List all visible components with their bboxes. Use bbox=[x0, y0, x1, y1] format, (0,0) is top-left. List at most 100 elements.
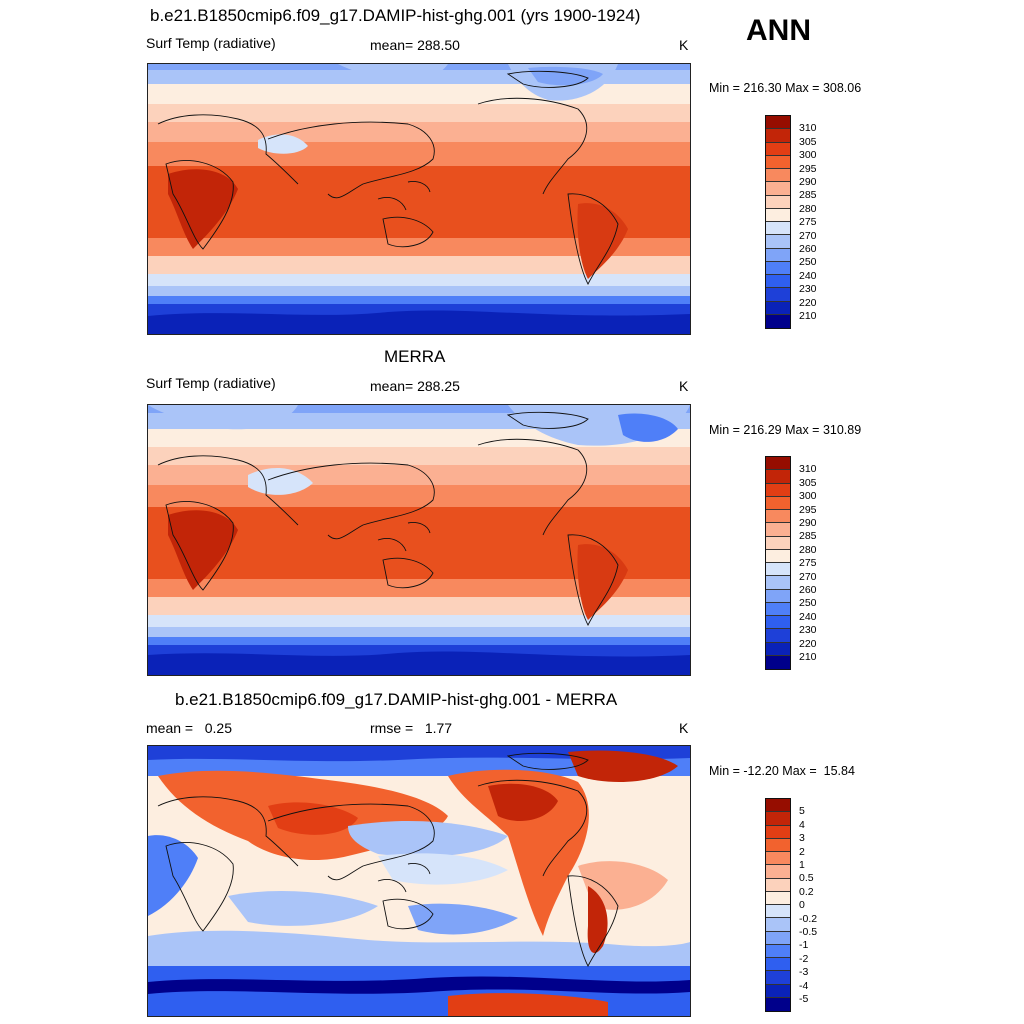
panel-1-title: b.e21.B1850cmip6.f09_g17.DAMIP-hist-ghg.… bbox=[150, 6, 641, 25]
colorbar-swatch bbox=[766, 523, 790, 537]
colorbar-tick-label: 240 bbox=[799, 610, 817, 623]
colorbar-swatch bbox=[766, 116, 790, 130]
panel-1-map-svg bbox=[148, 64, 690, 334]
panel-2-minmax-label: Min = 216.29 Max = 310.89 bbox=[709, 423, 862, 437]
colorbar-swatch bbox=[766, 931, 790, 945]
colorbar-tick-label: 305 bbox=[799, 135, 817, 148]
colorbar-swatch bbox=[766, 536, 790, 550]
colorbar-tick-label: 295 bbox=[799, 162, 817, 175]
colorbar-swatch bbox=[766, 642, 790, 656]
colorbar-tick-label: 300 bbox=[799, 149, 817, 162]
colorbar-swatch bbox=[766, 958, 790, 972]
colorbar-swatch bbox=[766, 222, 790, 236]
colorbar-tick-label: 230 bbox=[799, 283, 817, 296]
colorbar-tick-label: 0.2 bbox=[799, 885, 814, 898]
colorbar-swatch bbox=[766, 155, 790, 169]
colorbar-swatch bbox=[766, 457, 790, 471]
panel-1-colorbar bbox=[765, 115, 791, 329]
colorbar-swatch bbox=[766, 261, 790, 275]
colorbar-swatch bbox=[766, 510, 790, 524]
colorbar-swatch bbox=[766, 314, 790, 328]
colorbar-tick-label: 230 bbox=[799, 624, 817, 637]
colorbar-tick-label: -4 bbox=[799, 979, 809, 992]
colorbar-swatch bbox=[766, 288, 790, 302]
colorbar-swatch bbox=[766, 629, 790, 643]
colorbar-tick-label: 4 bbox=[799, 818, 805, 831]
colorbar-tick-label: -1 bbox=[799, 939, 809, 952]
colorbar-swatch bbox=[766, 208, 790, 222]
colorbar-swatch bbox=[766, 984, 790, 998]
panel-2-map-svg bbox=[148, 405, 690, 675]
colorbar-swatch bbox=[766, 589, 790, 603]
colorbar-tick-label: -2 bbox=[799, 952, 809, 965]
panel-3-units-label: K bbox=[679, 720, 689, 736]
colorbar-swatch bbox=[766, 838, 790, 852]
panel-3-map-svg bbox=[148, 746, 690, 1016]
colorbar-swatch bbox=[766, 878, 790, 892]
panel-3-minmax-label: Min = -12.20 Max = 15.84 bbox=[709, 764, 855, 778]
panel-2-mean-label: mean= 288.25 bbox=[370, 378, 460, 394]
colorbar-tick-label: 240 bbox=[799, 269, 817, 282]
colorbar-swatch bbox=[766, 275, 790, 289]
panel-1-variable-label: Surf Temp (radiative) bbox=[146, 35, 276, 51]
colorbar-swatch bbox=[766, 129, 790, 143]
colorbar-tick-label: 210 bbox=[799, 310, 817, 322]
panel-2-colorbar bbox=[765, 456, 791, 670]
colorbar-tick-label: 300 bbox=[799, 490, 817, 503]
colorbar-swatch bbox=[766, 905, 790, 919]
season-label: ANN bbox=[746, 14, 811, 47]
panel-2-units-label: K bbox=[679, 378, 689, 394]
colorbar-swatch bbox=[766, 918, 790, 932]
colorbar-swatch bbox=[766, 655, 790, 669]
colorbar-swatch bbox=[766, 799, 790, 813]
colorbar-swatch bbox=[766, 182, 790, 196]
panel-3-mean-label: mean = 0.25 bbox=[146, 720, 233, 736]
colorbar-tick-label: 260 bbox=[799, 584, 817, 596]
colorbar-tick-label: 270 bbox=[799, 570, 817, 583]
colorbar-swatch bbox=[766, 997, 790, 1011]
panel-2-variable-label: Surf Temp (radiative) bbox=[146, 375, 276, 391]
colorbar-tick-label: 220 bbox=[799, 637, 817, 650]
panel-3-rmse-label: rmse = 1.77 bbox=[370, 720, 453, 736]
colorbar-swatch bbox=[766, 852, 790, 866]
panel-1-units-label: K bbox=[679, 37, 689, 53]
colorbar-tick-label: 270 bbox=[799, 229, 817, 242]
colorbar-swatch bbox=[766, 195, 790, 209]
panel-1-model-map bbox=[147, 63, 691, 335]
colorbar-swatch bbox=[766, 248, 790, 262]
colorbar-tick-label: 250 bbox=[799, 256, 817, 269]
colorbar-swatch bbox=[766, 301, 790, 315]
colorbar-swatch bbox=[766, 891, 790, 905]
colorbar-tick-label: 5 bbox=[799, 805, 805, 818]
colorbar-tick-label: -3 bbox=[799, 966, 809, 979]
colorbar-tick-label: 295 bbox=[799, 503, 817, 516]
colorbar-tick-label: 280 bbox=[799, 543, 817, 556]
colorbar-swatch bbox=[766, 825, 790, 839]
colorbar-tick-label: 305 bbox=[799, 476, 817, 489]
colorbar-tick-label: 250 bbox=[799, 597, 817, 610]
colorbar-swatch bbox=[766, 865, 790, 879]
colorbar-swatch bbox=[766, 602, 790, 616]
colorbar-tick-label: 285 bbox=[799, 530, 817, 543]
colorbar-tick-label: 3 bbox=[799, 832, 805, 845]
colorbar-tick-label: 2 bbox=[799, 845, 805, 858]
colorbar-tick-label: 210 bbox=[799, 651, 817, 663]
colorbar-swatch bbox=[766, 944, 790, 958]
colorbar-swatch bbox=[766, 470, 790, 484]
colorbar-tick-label: 285 bbox=[799, 189, 817, 202]
colorbar-swatch bbox=[766, 142, 790, 156]
colorbar-tick-label: 290 bbox=[799, 517, 817, 529]
colorbar-tick-label: 280 bbox=[799, 202, 817, 215]
panel-1-minmax-label: Min = 216.30 Max = 308.06 bbox=[709, 81, 862, 95]
colorbar-swatch bbox=[766, 549, 790, 563]
colorbar-tick-label: 275 bbox=[799, 216, 817, 229]
colorbar-tick-label: 275 bbox=[799, 557, 817, 570]
colorbar-tick-label: 220 bbox=[799, 296, 817, 309]
panel-3-difference-map bbox=[147, 745, 691, 1017]
colorbar-swatch bbox=[766, 971, 790, 985]
colorbar-swatch bbox=[766, 576, 790, 590]
panel-3-colorbar bbox=[765, 798, 791, 1012]
colorbar-tick-label: 260 bbox=[799, 243, 817, 255]
colorbar-tick-label: 0 bbox=[799, 899, 805, 912]
colorbar-tick-label: 290 bbox=[799, 176, 817, 188]
